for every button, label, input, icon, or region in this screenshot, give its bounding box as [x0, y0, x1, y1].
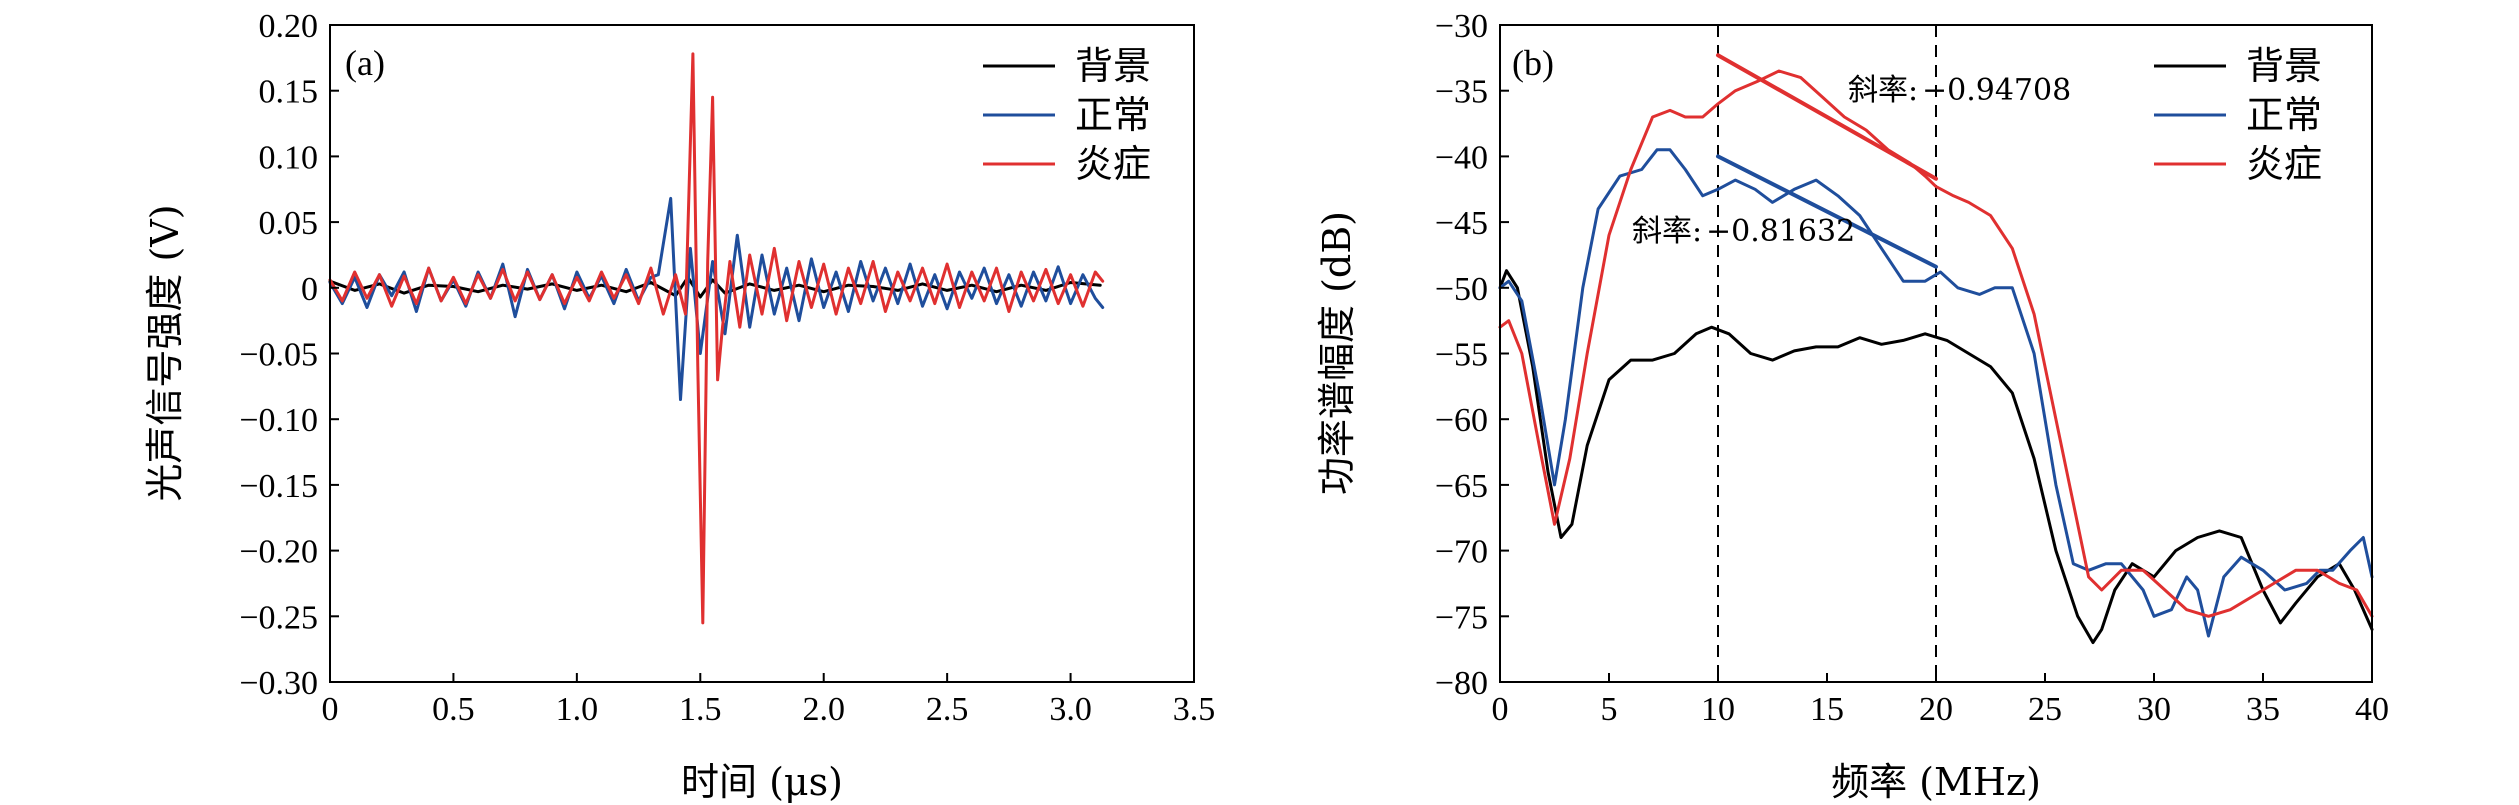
panel-a-y-tick-label: −0.15 [239, 468, 318, 505]
panel-b-y-tick-label: −35 [1435, 74, 1488, 111]
panel-a-x-tick-label: 2.0 [802, 691, 845, 728]
panel-b-y-tick-label: −80 [1435, 665, 1488, 702]
panel-a-y-tick-label: 0.20 [259, 8, 319, 45]
panel-b-label: (b) [1512, 43, 1554, 83]
panel-b-series-line-u80ccu666f [1498, 269, 2374, 645]
panel-a-y-tick-label: 0 [301, 271, 318, 308]
panel-a-x-tick-label: 1.5 [679, 691, 722, 728]
panel-b-y-axis-title: 功率谱幅度 (dB) [1315, 211, 1359, 495]
panel-a-series-layer [328, 52, 1105, 625]
panel-b-x-tick-label: 20 [1919, 691, 1953, 728]
panel-a-y-tick-label: −0.25 [239, 599, 318, 636]
panel-b-series-layer [1498, 69, 2374, 645]
panel-b-x-tick-label: 25 [2028, 691, 2062, 728]
panel-a-x-tick-label: 3.0 [1049, 691, 1092, 728]
panel-b-x-tick-label: 40 [2355, 691, 2389, 728]
panel-a-x-tick-label: 0 [322, 691, 339, 728]
panel-b-x-tick-label: 0 [1492, 691, 1509, 728]
panel-a-x-tick-label: 0.5 [432, 691, 475, 728]
panel-b-legend-label-u6b63u5e38: 正常 [2246, 93, 2322, 137]
panel-b: −30 −35 −40 −45 −50 −55 −60 −65 −70 −75 −80 0 5 10 15… [1315, 8, 2389, 804]
panel-a-y-tick-label: 0.10 [259, 139, 319, 176]
panel-a-x-tick-label: 1.0 [556, 691, 599, 728]
panel-b-y-tick-label: −70 [1435, 534, 1488, 571]
panel-a-y-tick-label: 0.05 [259, 205, 319, 242]
panel-a: 0.20 0.15 0.10 0.05 0 −0.05 −0.10 −0.15 −0.20 −0.… [143, 8, 1215, 804]
slope-annotation-normal: 斜率: −0.81632 [1632, 214, 1855, 249]
panel-a-x-tick-label: 3.5 [1173, 691, 1216, 728]
panel-a-x-tick-label: 2.5 [926, 691, 969, 728]
slope-value-normal: −0.81632 [1706, 214, 1855, 249]
panel-b-fit-line-u6b63u5e38 [1716, 154, 1938, 269]
panel-b-fit-line-u708eu75c7 [1716, 53, 1938, 181]
panel-a-y-tick-label: 0.15 [259, 74, 319, 111]
panel-a-frame [329, 24, 1195, 683]
panel-b-x-tick-label: 35 [2246, 691, 2280, 728]
panel-a-y-tick-label: −0.20 [239, 534, 318, 571]
panel-b-y-tick-label: −55 [1435, 337, 1488, 374]
slope-value-inflamed: −0.94708 [1922, 73, 2071, 108]
panel-a-x-axis-title: 时间 (μs) [681, 760, 843, 804]
panel-b-fit-lines [1716, 53, 1938, 269]
panel-b-legend-label-u708eu75c7: 炎症 [2246, 142, 2322, 186]
panel-b-x-tick-label: 10 [1701, 691, 1735, 728]
panel-b-vlines [1717, 25, 1937, 682]
panel-a-series-line-u708eu75c7 [328, 52, 1105, 625]
panel-a-y-tick-label: −0.10 [239, 402, 318, 439]
panel-b-x-axis-title: 频率 (MHz) [1831, 760, 2041, 804]
slope-label-inflamed: 斜率: [1848, 73, 1918, 108]
panel-a-x-ticks: 0 0.5 1.0 1.5 2.0 2.5 3.0 3.5 [322, 673, 1216, 728]
panel-a-y-ticks: 0.20 0.15 0.10 0.05 0 −0.05 −0.10 −0.15 −0.20 −0.… [239, 8, 339, 702]
panel-b-y-ticks: −30 −35 −40 −45 −50 −55 −60 −65 −70 −75 −80 [1435, 8, 1509, 702]
panel-b-y-tick-label: −75 [1435, 599, 1488, 636]
panel-b-y-tick-label: −65 [1435, 468, 1488, 505]
panel-a-legend-label-u708eu75c7: 炎症 [1075, 142, 1151, 186]
panel-b-y-tick-label: −50 [1435, 271, 1488, 308]
slope-annotation-inflamed: 斜率: −0.94708 [1848, 73, 2071, 108]
panel-a-legend-label-u80ccu666f: 背景 [1075, 44, 1151, 88]
panel-b-x-ticks: 0 5 10 15 20 25 30 35 40 [1492, 673, 2389, 728]
panel-b-y-tick-label: −40 [1435, 139, 1488, 176]
panel-b-x-tick-label: 5 [1601, 691, 1618, 728]
panel-a-y-tick-label: −0.05 [239, 337, 318, 374]
panel-b-series-line-u708eu75c7 [1498, 69, 2374, 618]
panel-b-y-tick-label: −30 [1435, 8, 1488, 45]
panel-a-y-axis-title: 光声信号强度 (V) [143, 204, 187, 501]
panel-a-y-tick-label: −0.30 [239, 665, 318, 702]
panel-a-label: (a) [345, 43, 385, 83]
panel-b-x-tick-label: 15 [1810, 691, 1844, 728]
panel-b-legend-label-u80ccu666f: 背景 [2246, 44, 2322, 88]
panel-b-x-tick-label: 30 [2137, 691, 2171, 728]
panel-a-legend-label-u6b63u5e38: 正常 [1075, 93, 1151, 137]
panel-b-y-tick-label: −45 [1435, 205, 1488, 242]
slope-label-normal: 斜率: [1632, 214, 1702, 249]
panel-b-y-tick-label: −60 [1435, 402, 1488, 439]
